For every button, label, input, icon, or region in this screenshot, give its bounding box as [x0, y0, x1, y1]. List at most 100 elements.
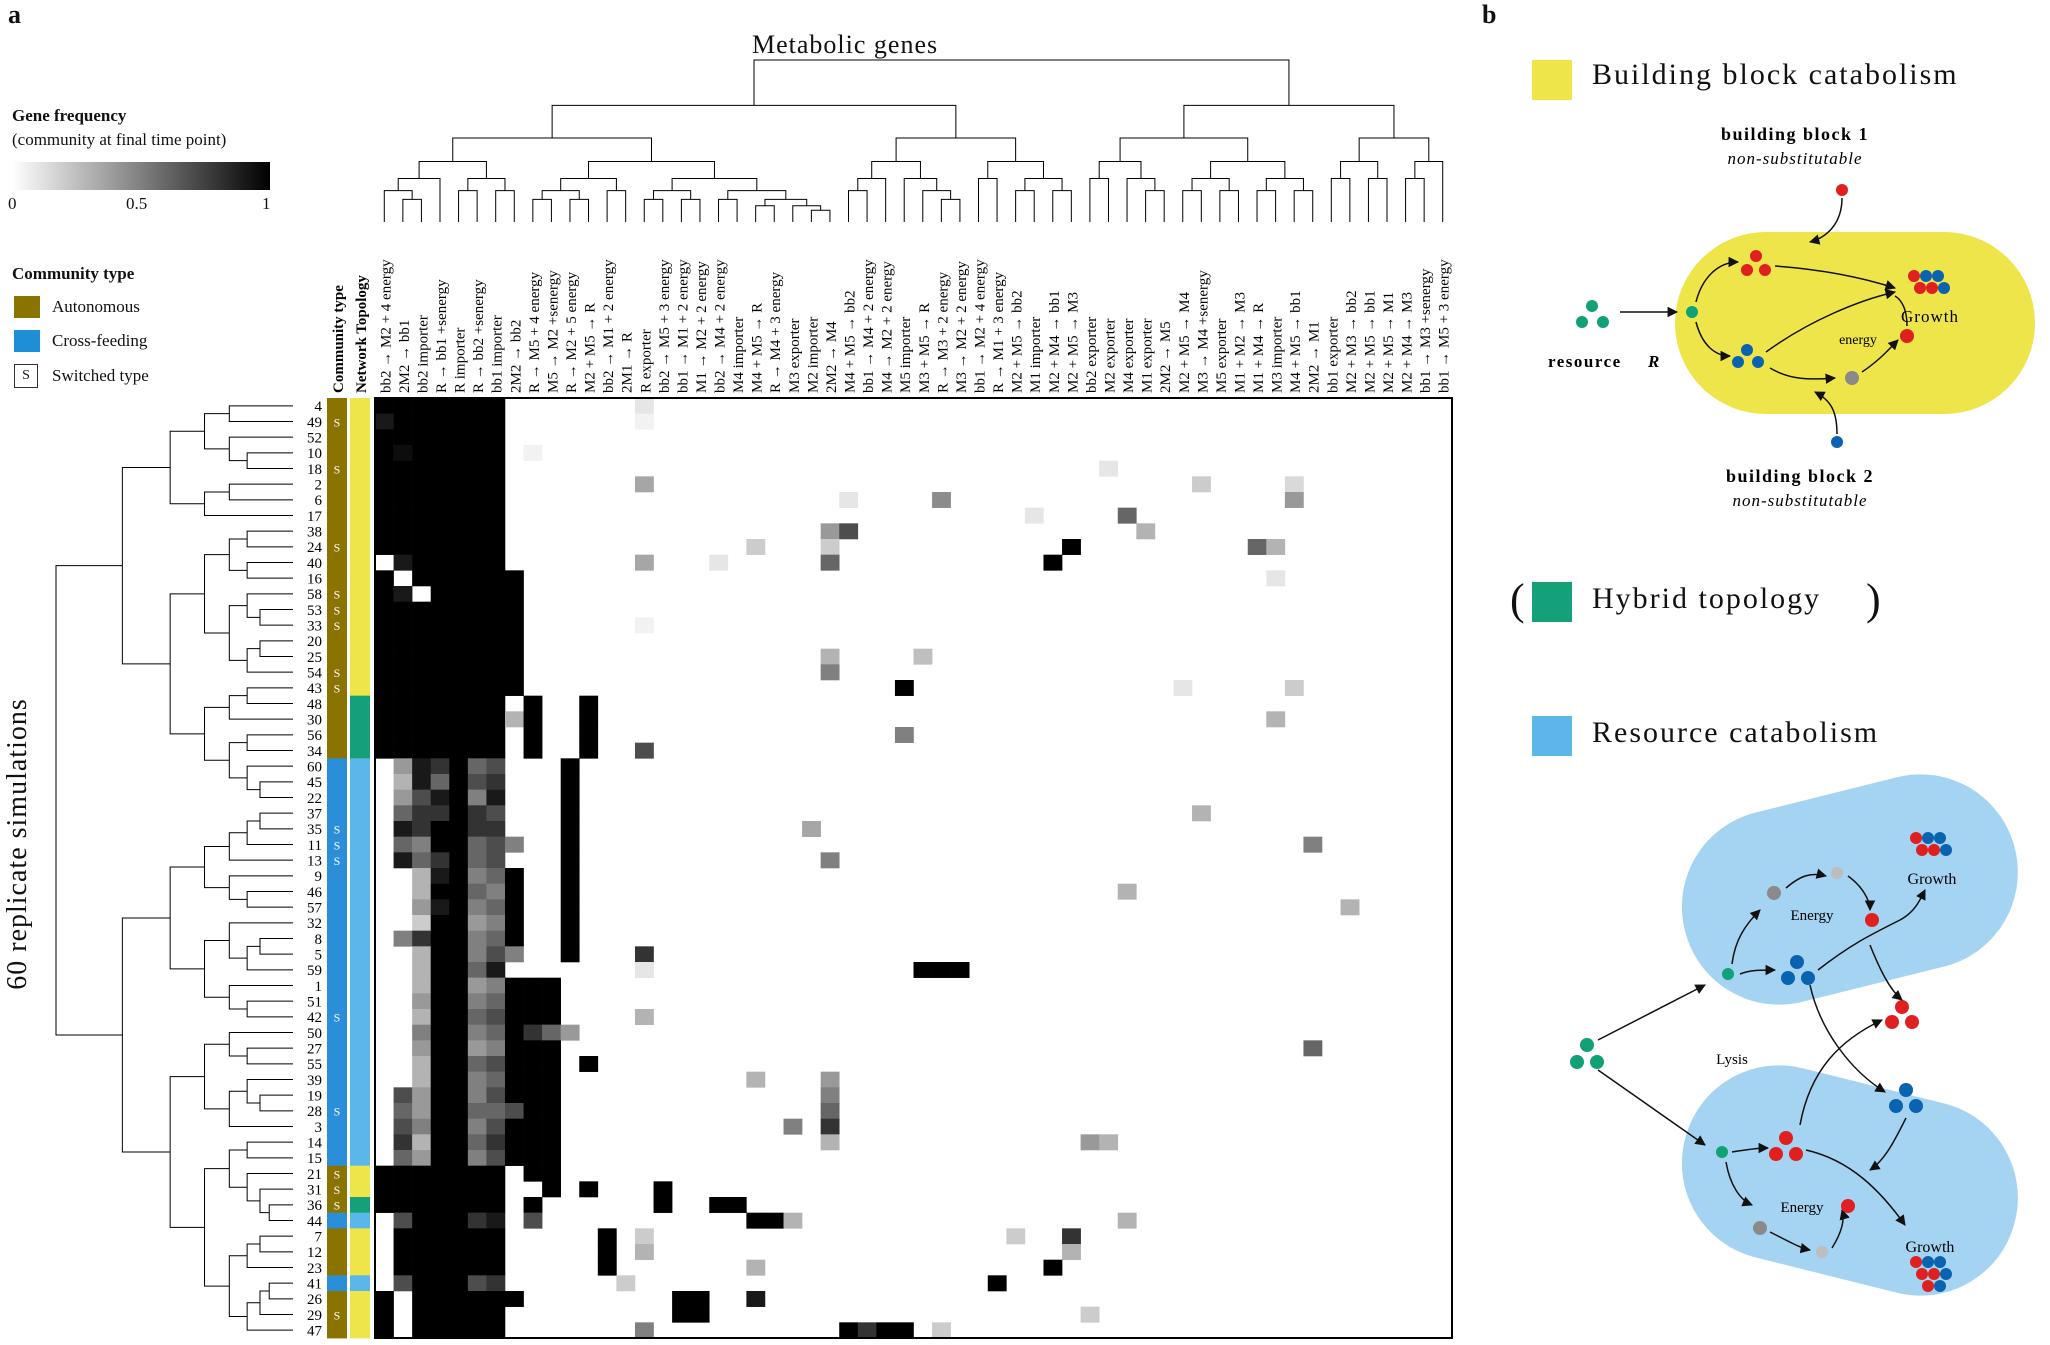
heat-cell — [393, 1275, 413, 1292]
heat-cell — [412, 946, 432, 963]
heat-cell — [504, 1103, 524, 1119]
gene-label: R importer — [453, 328, 469, 393]
heat-cell — [709, 1197, 729, 1213]
heat-cell — [597, 1228, 617, 1245]
topology-cell — [350, 883, 370, 900]
heat-cell — [430, 601, 450, 618]
heat-cell — [504, 993, 524, 1010]
heat-cell — [467, 1181, 487, 1198]
heat-cell — [412, 601, 432, 618]
heat-cell — [412, 805, 432, 822]
heat-cell — [542, 1134, 561, 1151]
heat-cell — [467, 758, 487, 775]
heat-cell — [504, 664, 524, 681]
heat-cell — [393, 1165, 413, 1182]
heat-cell — [467, 1228, 487, 1245]
gene-label: bb1 → M2 + 4 energy — [972, 259, 988, 393]
dendrogram-branch — [169, 430, 205, 505]
topology-cell — [350, 1259, 370, 1276]
dendrogram-branch — [1219, 190, 1239, 222]
gene-label: M2 + M5 → bb1 — [1362, 290, 1378, 393]
community-type-cell — [327, 774, 347, 791]
topology-cell — [350, 805, 370, 822]
gene-label: bb1 → M3 +senergy — [1418, 268, 1434, 393]
gene-label: M2 + M5 → R — [583, 303, 599, 393]
switched-marker: S — [334, 823, 341, 837]
heat-cell — [820, 1087, 840, 1104]
heat-cell — [430, 507, 450, 524]
gene-label: bb2 exporter — [1084, 317, 1100, 393]
dendrogram-branch — [1293, 190, 1314, 222]
block1-import-arrow — [1808, 197, 1843, 245]
heat-cell — [430, 460, 450, 477]
heat-cell — [486, 977, 506, 994]
community-type-cell — [327, 413, 347, 430]
dendrogram-branch — [727, 190, 787, 200]
dendrogram-branch — [1191, 177, 1230, 191]
row-label: 24 — [307, 540, 323, 556]
community-type-cell — [327, 805, 347, 822]
dendrogram-branch — [246, 1047, 293, 1065]
dendrogram-branch — [1089, 177, 1109, 222]
energy-to-growth-arrow — [1894, 295, 1908, 327]
heat-cell — [449, 930, 469, 947]
heat-cell — [375, 1291, 394, 1307]
heat-cell — [523, 742, 543, 759]
heat-cell — [430, 758, 450, 775]
heat-cell — [560, 852, 580, 869]
dendrogram-branch — [246, 765, 293, 791]
heat-cell — [486, 1212, 506, 1229]
switched-marker: S — [334, 1183, 341, 1197]
heat-cell — [1099, 1134, 1119, 1151]
dendrogram-branch — [1210, 161, 1286, 179]
heat-cell — [467, 664, 487, 681]
dendrogram-branch — [810, 209, 831, 222]
topology-cell — [350, 539, 370, 556]
row-label: 53 — [307, 603, 322, 619]
topology-cell — [350, 711, 370, 728]
dendrogram-branch — [204, 554, 230, 634]
heat-cell — [504, 946, 524, 963]
dendrogram-branch — [383, 190, 413, 222]
heat-cell — [486, 821, 506, 837]
heat-cell — [375, 523, 394, 540]
heat-cell — [412, 476, 432, 493]
dendrogram-branch — [753, 59, 1290, 106]
community-type-cell — [327, 633, 347, 650]
heat-cell — [764, 1212, 784, 1229]
heat-cell — [467, 1306, 487, 1323]
heat-cell — [393, 492, 413, 508]
heat-cell — [634, 476, 654, 493]
heat-cell — [1099, 460, 1119, 477]
heat-cell — [412, 993, 432, 1010]
heat-cell — [467, 617, 487, 634]
upper-light-grey — [1831, 867, 1843, 879]
lower-blue-cell — [1681, 1065, 2018, 1296]
heat-cell — [375, 492, 394, 508]
dendrogram-branch — [228, 1090, 293, 1127]
row-label: 38 — [307, 525, 322, 541]
heat-cell — [839, 492, 859, 508]
heat-cell — [449, 554, 469, 571]
heat-cell — [430, 1275, 450, 1292]
community-type-cell — [327, 1150, 347, 1167]
heat-cell — [393, 852, 413, 869]
dendrogram-branch — [246, 648, 293, 673]
heat-cell — [430, 1040, 450, 1057]
row-label: 10 — [307, 446, 322, 462]
heat-cell — [467, 633, 487, 649]
resource-swatch — [1532, 716, 1572, 756]
heat-cell — [412, 1181, 432, 1198]
community-type-cell — [327, 868, 347, 885]
heat-cell — [467, 1040, 487, 1057]
heat-cell — [430, 836, 450, 853]
switched-marker: S — [334, 619, 341, 633]
row-label: 37 — [307, 807, 323, 823]
heat-cell — [467, 413, 487, 430]
heat-cell — [486, 1291, 506, 1307]
topology-cell — [350, 1134, 370, 1151]
dendrogram-branch — [643, 198, 664, 222]
topology-cell — [350, 962, 370, 979]
strip-headers: Community type Network Topology — [331, 275, 370, 393]
row-labels: 4495210182617382440165853332025544348305… — [307, 399, 323, 1339]
